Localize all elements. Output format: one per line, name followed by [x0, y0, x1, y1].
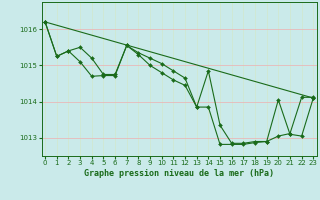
X-axis label: Graphe pression niveau de la mer (hPa): Graphe pression niveau de la mer (hPa) — [84, 169, 274, 178]
